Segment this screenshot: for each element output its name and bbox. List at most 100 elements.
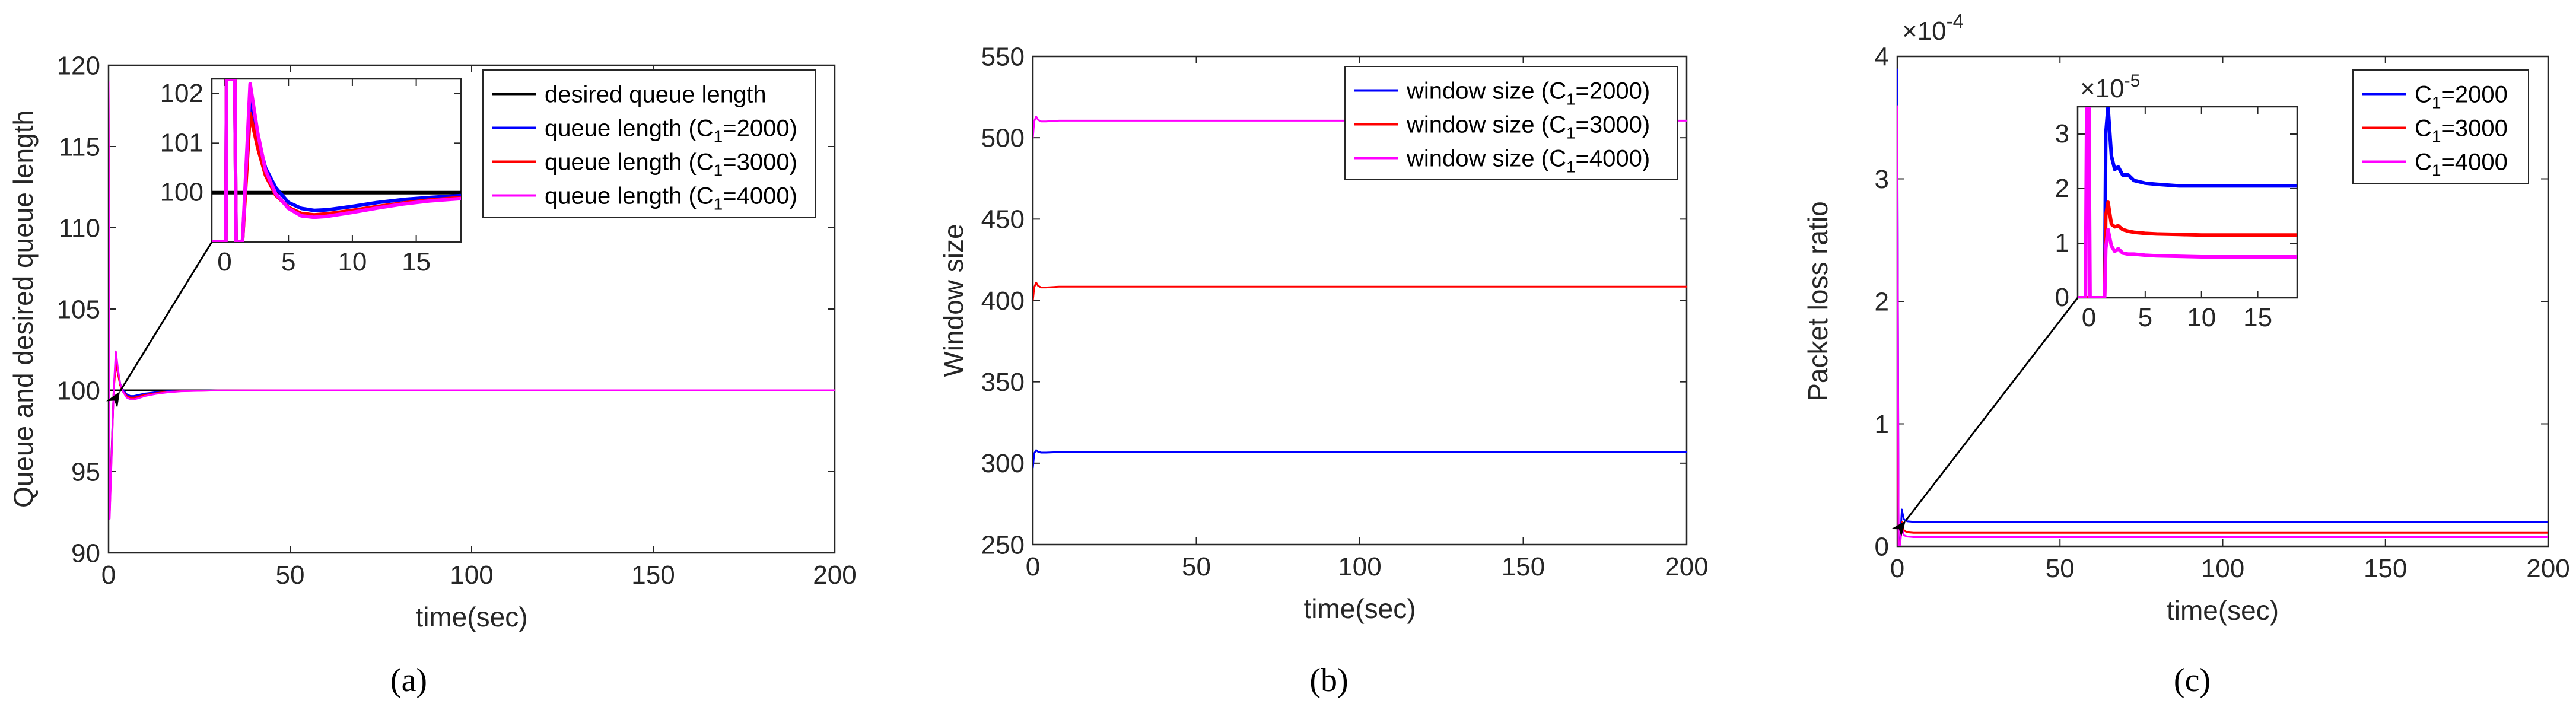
panel-c-ytick-label: 4 xyxy=(1875,42,1889,71)
panel-c-inset: 0 5 10 15 0 1 2 3 ×10-5 xyxy=(2055,71,2298,332)
panel-a-legend-sub: 1 xyxy=(714,195,723,214)
panel-b-legend-box xyxy=(1344,66,1678,180)
panel-b-xtick-label: 0 xyxy=(1026,552,1040,581)
panel-c-legend-label: C1=2000 xyxy=(2415,82,2508,112)
panel-b-xtick-label: 200 xyxy=(1665,552,1708,581)
panel-a-legend-label: queue length (C1=3000) xyxy=(545,149,797,180)
panel-a-series-4 xyxy=(109,81,835,520)
panel-c-inset-xtick-label: 5 xyxy=(2138,303,2152,332)
panel-a-inset-ytick-label: 100 xyxy=(160,178,203,207)
panel-c-legend-sub: 1 xyxy=(2432,128,2441,146)
panel-a-inset-xtick-label: 15 xyxy=(402,247,431,276)
panel-b-xtick-label: 50 xyxy=(1182,552,1211,581)
panel-c-ylabel: Packet loss ratio xyxy=(1802,201,1833,401)
panel-a-inset-lines xyxy=(212,79,461,242)
panel-b-legend-suffix: =2000) xyxy=(1576,78,1650,104)
panel-c-ytick-label: 1 xyxy=(1875,410,1889,439)
panel-a-legend-label: queue length (C1=2000) xyxy=(545,116,797,146)
panel-a-inset-xtick-label: 5 xyxy=(281,247,295,276)
panel-b-legend-suffix: =3000) xyxy=(1576,112,1650,138)
panel-c-legend-label: C1=4000 xyxy=(2415,149,2508,180)
panel-c-legend-sub: 1 xyxy=(2432,94,2441,112)
panel-a-ytick-label: 110 xyxy=(59,214,100,243)
panel-b-ytick-label: 550 xyxy=(981,42,1025,71)
panel-a-ytick-label: 90 xyxy=(71,539,100,568)
panel-a: 0 50 100 150 2009095100105110115120time(sec)… xyxy=(8,51,857,699)
panel-a-inset-series-4 xyxy=(212,79,461,242)
panel-a-inset-xtick-label: 0 xyxy=(217,247,231,276)
panel-a-legend-suffix: =4000) xyxy=(723,183,797,209)
panel-c-zoom-arrow xyxy=(1891,297,2079,537)
panel-c-inset-xtick-label: 0 xyxy=(2082,303,2096,332)
panel-c-inset-xtick-label: 10 xyxy=(2187,303,2216,332)
panel-a-xtick-label: 0 xyxy=(101,561,116,590)
panel-c-inset-ytick-label: 2 xyxy=(2055,174,2069,203)
panel-b-lines xyxy=(1033,116,1687,469)
panel-a-xtick-label: 150 xyxy=(631,561,675,590)
panel-a-ytick-label: 105 xyxy=(57,295,100,324)
panel-b-legend-suffix: =4000) xyxy=(1576,146,1650,172)
panel-a-legend-box xyxy=(482,69,816,218)
panel-a-zoom-arrow xyxy=(106,241,213,408)
panel-a-caption: (a) xyxy=(390,662,427,699)
panel-b-series-3 xyxy=(1033,116,1687,138)
panel-a-legend-label: desired queue length xyxy=(545,82,767,108)
panel-c-ytick-label: 3 xyxy=(1875,165,1889,194)
panel-a-inset-xtick-label: 10 xyxy=(338,247,367,276)
panel-a-inset-ytick-label: 102 xyxy=(160,79,203,108)
panel-b-legend-sub: 1 xyxy=(1566,90,1576,109)
panel-a-ylabel: Queue and desired queue length xyxy=(8,110,39,508)
panel-b-xtick-label: 100 xyxy=(1338,552,1381,581)
panel-c-inset-lines xyxy=(2078,107,2297,298)
panel-a-ytick-label: 120 xyxy=(57,51,100,80)
panel-b-ytick-label: 400 xyxy=(981,287,1025,316)
panel-a-legend-suffix: =2000) xyxy=(723,116,797,142)
panel-a-ytick-label: 95 xyxy=(71,457,100,486)
panel-b-legend-sub: 1 xyxy=(1566,158,1576,176)
panel-a-inset-ytick-label: 101 xyxy=(160,128,203,157)
panel-c-yscale: ×10-4 xyxy=(1902,10,1964,46)
panel-c-yscale-exp: -4 xyxy=(1947,10,1964,32)
panel-c-xtick-label: 50 xyxy=(2046,554,2075,583)
panel-b-xtick-label: 150 xyxy=(1502,552,1545,581)
panel-c-inset-yscale: ×10-5 xyxy=(2080,71,2140,103)
panel-a-ytick-label: 115 xyxy=(59,132,100,161)
panel-a-xtick-label: 200 xyxy=(813,561,856,590)
panel-c-legend-label: C1=3000 xyxy=(2415,116,2508,146)
panel-a-xtick-label: 100 xyxy=(450,561,493,590)
panel-c-legend-suffix: =3000 xyxy=(2441,116,2507,142)
panel-a-inset-series-2 xyxy=(212,79,461,242)
panel-c-legend-sub: 1 xyxy=(2432,161,2441,180)
panel-b-legend-sub: 1 xyxy=(1566,124,1576,142)
panel-b-legend-label: window size (C1=3000) xyxy=(1406,112,1650,142)
panel-b-ytick-label: 500 xyxy=(981,124,1025,153)
panel-c-legend-suffix: =4000 xyxy=(2441,149,2507,176)
panel-c-ytick-label: 2 xyxy=(1875,287,1889,316)
panel-b-ytick-label: 350 xyxy=(981,368,1025,397)
panel-a-legend-sub: 1 xyxy=(714,161,723,180)
panel-c-xtick-label: 150 xyxy=(2364,554,2407,583)
panel-a-legend-label: queue length (C1=4000) xyxy=(545,183,797,214)
panel-c-inset-ytick-label: 0 xyxy=(2055,283,2069,312)
panel-b-ytick-label: 300 xyxy=(981,449,1025,478)
panel-c-inset-series-3 xyxy=(2078,107,2297,298)
panel-b-ytick-label: 250 xyxy=(981,530,1025,559)
panel-c-xtick-label: 0 xyxy=(1890,554,1904,583)
panel-c-ytick-label: 0 xyxy=(1875,532,1889,561)
panel-a-xtick-label: 50 xyxy=(276,561,305,590)
panel-c-series-1 xyxy=(1897,68,2548,546)
panel-a-legend-suffix: =3000) xyxy=(723,149,797,176)
panel-c-caption: (c) xyxy=(2174,662,2211,699)
panel-c-xtick-label: 100 xyxy=(2201,554,2244,583)
panel-b-ylabel: Window size xyxy=(938,224,969,377)
panel-a-ytick-label: 100 xyxy=(57,376,100,405)
panel-c-xlabel: time(sec) xyxy=(2167,595,2279,626)
panel-b-series-2 xyxy=(1033,281,1687,301)
panel-a-xlabel: time(sec) xyxy=(415,601,527,632)
panel-b-xlabel: time(sec) xyxy=(1303,593,1416,624)
panel-b-legend-label: window size (C1=2000) xyxy=(1406,78,1650,109)
panel-c-inset-xtick-label: 15 xyxy=(2243,303,2272,332)
panel-c-inset-axes-box xyxy=(2076,106,2298,299)
